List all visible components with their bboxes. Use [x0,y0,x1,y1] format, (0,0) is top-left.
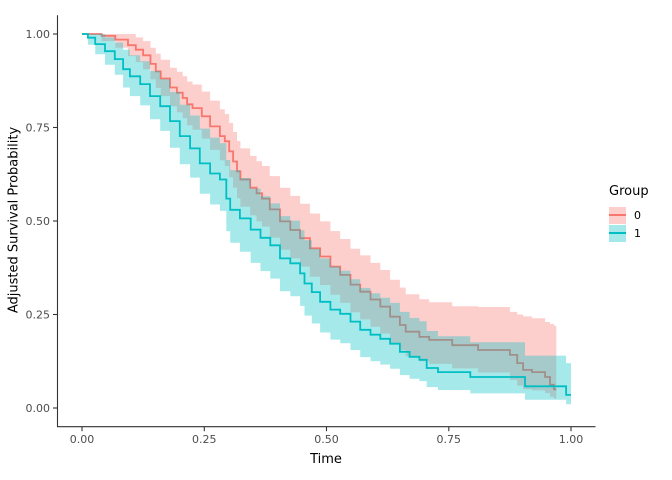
y-axis-title: Adjusted Survival Probability [6,126,22,314]
x-tick-label: 0.50 [314,433,339,446]
legend-key-line-icon [609,214,626,216]
legend-label-group-1: 1 [634,226,641,240]
x-tick-label: 1.00 [559,433,584,446]
survival-curve-group-1 [82,33,571,396]
y-tick-label: 1.00 [26,28,51,41]
x-tick-label: 0.75 [437,433,462,446]
legend-key-swatch-group-0 [609,206,626,224]
legend: Group 0 1 [609,184,649,242]
axis-lines [56,15,596,428]
confidence-band-group-0 [82,34,557,399]
legend-title: Group [609,184,649,199]
x-tick-label: 0.00 [70,433,95,446]
y-tick-label: 0.25 [26,308,51,321]
y-tick-label: 0.50 [26,215,51,228]
legend-entry-group-0: 0 [609,206,649,224]
legend-entry-group-1: 1 [609,224,649,242]
legend-key-swatch-group-1 [609,224,626,242]
survival-curve-group-0 [82,33,557,391]
x-tick-label: 0.25 [192,433,217,446]
y-tick-label: 0.00 [26,402,51,415]
confidence-band-group-1 [82,34,571,405]
legend-label-group-0: 0 [634,208,641,222]
x-axis-title: Time [310,452,342,467]
legend-key-line-icon [609,232,626,234]
y-tick-label: 0.75 [26,121,51,134]
